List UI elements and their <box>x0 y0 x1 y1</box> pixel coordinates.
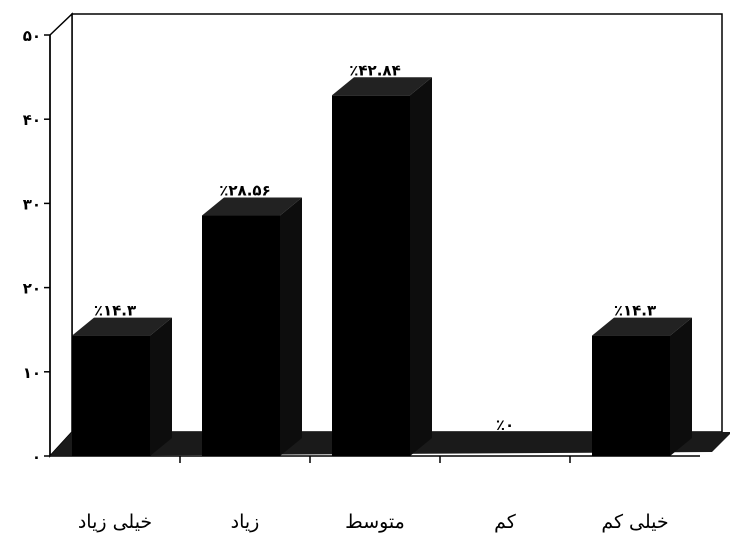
y-tick-label: ۲۰ <box>23 280 41 298</box>
bar-top-face <box>202 197 302 216</box>
bar-side-face <box>410 77 432 456</box>
data-label: ٪۱۴.۳ <box>614 302 656 320</box>
x-tick-label: خیلی کم <box>601 511 668 533</box>
x-tick-label: کم <box>494 511 517 533</box>
data-label: ٪۲۸.۵۶ <box>219 182 270 200</box>
y-tick-label: ۵۰ <box>23 27 41 45</box>
left-wall <box>49 12 73 458</box>
x-axis: خیلی زیاد زیاد متوسط کم خیلی کم <box>78 456 669 533</box>
data-labels: ٪۱۴.۳ ٪۲۸.۵۶ ٪۴۲.۸۴ ٪۰ ٪۱۴.۳ <box>94 61 656 434</box>
bar <box>72 335 150 456</box>
x-tick-label: خیلی زیاد <box>78 511 152 533</box>
bar-side-face <box>670 317 692 456</box>
bar-top-face <box>332 77 432 96</box>
data-label: ٪۱۴.۳ <box>94 302 136 320</box>
bar-top-face <box>592 317 692 336</box>
y-tick-label: ۰ <box>32 448 41 466</box>
bar <box>592 335 670 456</box>
y-tick-label: ۴۰ <box>23 111 41 129</box>
bar-side-face <box>280 197 302 457</box>
data-label: ٪۰ <box>496 416 514 434</box>
x-tick-label: زیاد <box>231 511 260 533</box>
y-axis: ۰ ۱۰ ۲۰ ۳۰ ۴۰ ۵۰ <box>23 27 50 466</box>
bar-side-face <box>150 317 172 456</box>
data-label: ٪۴۲.۸۴ <box>349 61 400 79</box>
bar <box>332 95 410 456</box>
y-tick-label: ۳۰ <box>23 195 41 213</box>
y-tick-label: ۱۰ <box>23 364 41 382</box>
x-tick-label: متوسط <box>345 511 405 533</box>
bar <box>202 215 280 456</box>
bars <box>72 77 692 457</box>
bar-top-face <box>72 317 172 336</box>
